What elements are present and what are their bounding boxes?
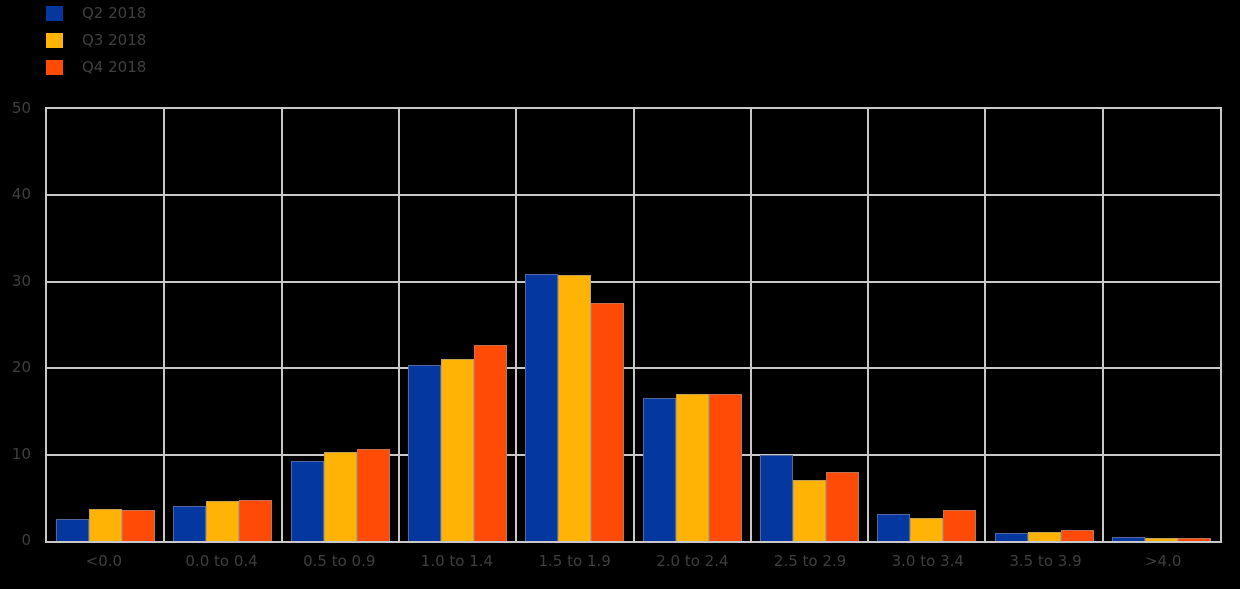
bar-group — [868, 109, 985, 541]
x-tick-label: <0.0 — [85, 552, 123, 570]
bar-q2-2018 — [408, 364, 442, 541]
bar-group — [985, 109, 1102, 541]
bar-q4-2018 — [122, 509, 156, 541]
x-axis: <0.0 0.0 to 0.4 0.5 to 0.9 1.0 to 1.4 1.5 to… — [45, 551, 1222, 572]
x-tick-label: 3.0 to 3.4 — [891, 552, 964, 570]
bar-group — [47, 109, 164, 541]
legend-label-q3-2018: Q3 2018 — [82, 31, 147, 49]
x-tick-label: 0.0 to 0.4 — [185, 552, 258, 570]
vertical-gridline — [749, 109, 752, 541]
bar-group — [633, 109, 750, 541]
vertical-gridline — [397, 109, 400, 541]
bar-q3-2018 — [1144, 538, 1178, 541]
vertical-gridline — [515, 109, 518, 541]
bar-q4-2018 — [1177, 537, 1211, 541]
bar-q4-2018 — [239, 500, 273, 541]
bar-q2-2018 — [1111, 536, 1145, 541]
bar-q4-2018 — [356, 449, 390, 541]
vertical-gridline — [1101, 109, 1104, 541]
bar-q3-2018 — [910, 517, 944, 541]
bar-group — [399, 109, 516, 541]
legend-label-q2-2018: Q2 2018 — [82, 4, 147, 22]
bar-q3-2018 — [441, 358, 475, 541]
bar-group — [282, 109, 399, 541]
vertical-gridline — [984, 109, 987, 541]
x-tick-label: >4.0 — [1144, 552, 1182, 570]
bar-q3-2018 — [558, 274, 592, 541]
x-tick-label: 0.5 to 0.9 — [303, 552, 376, 570]
x-tick-label: 1.5 to 1.9 — [538, 552, 611, 570]
bar-q2-2018 — [173, 506, 207, 541]
legend-item-q4-2018: Q4 2018 — [46, 54, 146, 81]
bar-q2-2018 — [56, 518, 90, 541]
legend-swatch-q3-2018 — [46, 33, 63, 48]
legend-item-q3-2018: Q3 2018 — [46, 27, 146, 54]
x-tick-label: 3.5 to 3.9 — [1009, 552, 1082, 570]
bar-q2-2018 — [642, 397, 676, 541]
bar-q2-2018 — [525, 274, 559, 541]
bar-q4-2018 — [474, 344, 508, 541]
vertical-gridline — [632, 109, 635, 541]
bar-groups — [47, 109, 1220, 541]
bar-q3-2018 — [792, 479, 826, 541]
vertical-gridline — [867, 109, 870, 541]
bar-q3-2018 — [89, 509, 123, 541]
bar-q2-2018 — [759, 454, 793, 541]
bar-q2-2018 — [290, 460, 324, 541]
bar-q3-2018 — [206, 501, 240, 541]
vertical-gridline — [280, 109, 283, 541]
bar-q3-2018 — [323, 452, 357, 541]
bar-group — [164, 109, 281, 541]
bar-q2-2018 — [994, 533, 1028, 541]
y-tick-label: 30 — [11, 271, 31, 290]
y-tick-label: 40 — [11, 185, 31, 204]
legend-swatch-q2-2018 — [46, 6, 63, 21]
x-tick-label: 1.0 to 1.4 — [420, 552, 494, 570]
bar-q4-2018 — [825, 471, 859, 541]
legend-swatch-q4-2018 — [46, 60, 63, 75]
legend-item-q2-2018: Q2 2018 — [46, 0, 146, 27]
y-tick-label: 50 — [11, 99, 31, 117]
bar-group — [1103, 109, 1220, 541]
vertical-gridline — [163, 109, 166, 541]
bar-q4-2018 — [1060, 529, 1094, 541]
bar-q2-2018 — [877, 514, 911, 541]
legend-label-q4-2018: Q4 2018 — [82, 58, 147, 76]
bar-q3-2018 — [1027, 531, 1061, 541]
x-tick-label: 2.0 to 2.4 — [656, 552, 729, 570]
bar-group — [516, 109, 633, 541]
bar-q3-2018 — [675, 394, 709, 541]
bar-group — [751, 109, 868, 541]
bar-q4-2018 — [708, 394, 742, 541]
x-tick-label: 2.5 to 2.9 — [773, 552, 847, 570]
y-tick-label: 0 — [21, 531, 31, 549]
legend: Q2 2018 Q3 2018 Q4 2018 — [46, 0, 146, 81]
bar-q4-2018 — [591, 303, 625, 541]
bar-q4-2018 — [943, 509, 977, 541]
y-tick-label: 20 — [11, 358, 31, 377]
y-tick-label: 10 — [11, 444, 31, 463]
plot-area — [45, 107, 1222, 543]
